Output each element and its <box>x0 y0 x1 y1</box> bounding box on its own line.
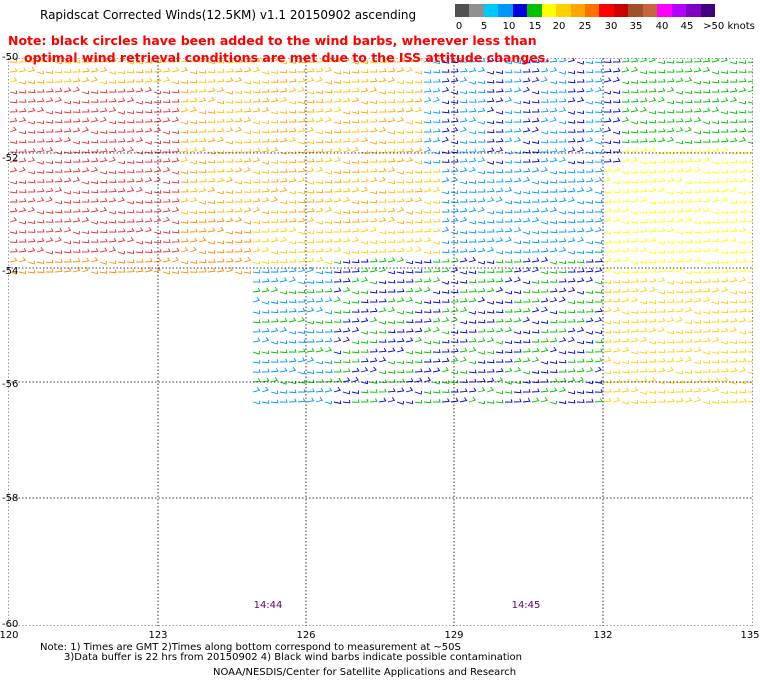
legend-label: 25 <box>578 21 592 32</box>
legend-swatch <box>642 4 658 17</box>
legend-swatch <box>556 4 572 17</box>
legend-label: 20 <box>552 21 566 32</box>
legend-label: 10 <box>502 21 516 32</box>
map-gridlines <box>8 58 753 626</box>
legend-swatch <box>628 4 644 17</box>
legend-swatch <box>512 4 528 17</box>
legend-label: 5 <box>480 21 488 32</box>
latitude-tick-label: -60 <box>2 619 19 630</box>
time-label: 14:44 <box>253 600 283 611</box>
legend-swatch <box>483 4 499 17</box>
legend-swatch <box>613 4 629 17</box>
footer-credit: NOAA/NESDIS/Center for Satellite Applica… <box>213 667 517 678</box>
legend-label: 0 <box>455 21 463 32</box>
footer-note-1: Note: 1) Times are GMT 2)Times along bot… <box>40 642 461 653</box>
longitude-tick-label: 132 <box>593 630 613 641</box>
note-line-2: optimal wind retrieval conditions are me… <box>24 50 550 65</box>
legend-label: 45 <box>680 21 694 32</box>
map-title: Rapidscat Corrected Winds(12.5KM) v1.1 2… <box>40 8 417 22</box>
legend-swatch <box>700 4 716 17</box>
legend-swatch <box>469 4 485 17</box>
latitude-tick-label: -58 <box>2 493 19 504</box>
longitude-tick-label: 126 <box>296 630 316 641</box>
legend-swatch <box>541 4 557 17</box>
latitude-tick-label: -50 <box>2 52 19 63</box>
legend-swatch <box>599 4 615 17</box>
legend-label: 40 <box>655 21 669 32</box>
legend-swatch <box>498 4 514 17</box>
longitude-tick-label: 135 <box>740 630 760 641</box>
legend-swatch <box>585 4 600 17</box>
legend-label: 15 <box>528 21 542 32</box>
legend-swatch <box>455 4 470 17</box>
legend-label: >50 knots <box>703 21 755 32</box>
legend-swatch <box>657 4 673 17</box>
longitude-tick-label: 129 <box>444 630 464 641</box>
legend-swatch <box>686 4 702 17</box>
legend-swatch <box>671 4 687 17</box>
wind-barb-map <box>8 58 753 626</box>
footer-note-2: 3)Data buffer is 22 hrs from 20150902 4)… <box>64 652 522 663</box>
legend-swatch <box>527 4 543 17</box>
wind-speed-legend: 0 5 10 15 20 25 30 35 40 45 >50 knots <box>455 4 755 34</box>
wind-barbs <box>9 58 753 405</box>
time-label: 14:45 <box>511 600 541 611</box>
latitude-tick-label: -56 <box>2 379 19 390</box>
longitude-tick-label: 120 <box>0 630 19 641</box>
longitude-tick-label: 123 <box>148 630 168 641</box>
legend-label: 35 <box>629 21 643 32</box>
latitude-tick-label: -52 <box>2 153 19 164</box>
legend-label: 30 <box>604 21 618 32</box>
latitude-tick-label: -54 <box>2 266 19 277</box>
note-line-1: Note: black circles have been added to t… <box>8 33 537 48</box>
legend-swatch <box>570 4 586 17</box>
